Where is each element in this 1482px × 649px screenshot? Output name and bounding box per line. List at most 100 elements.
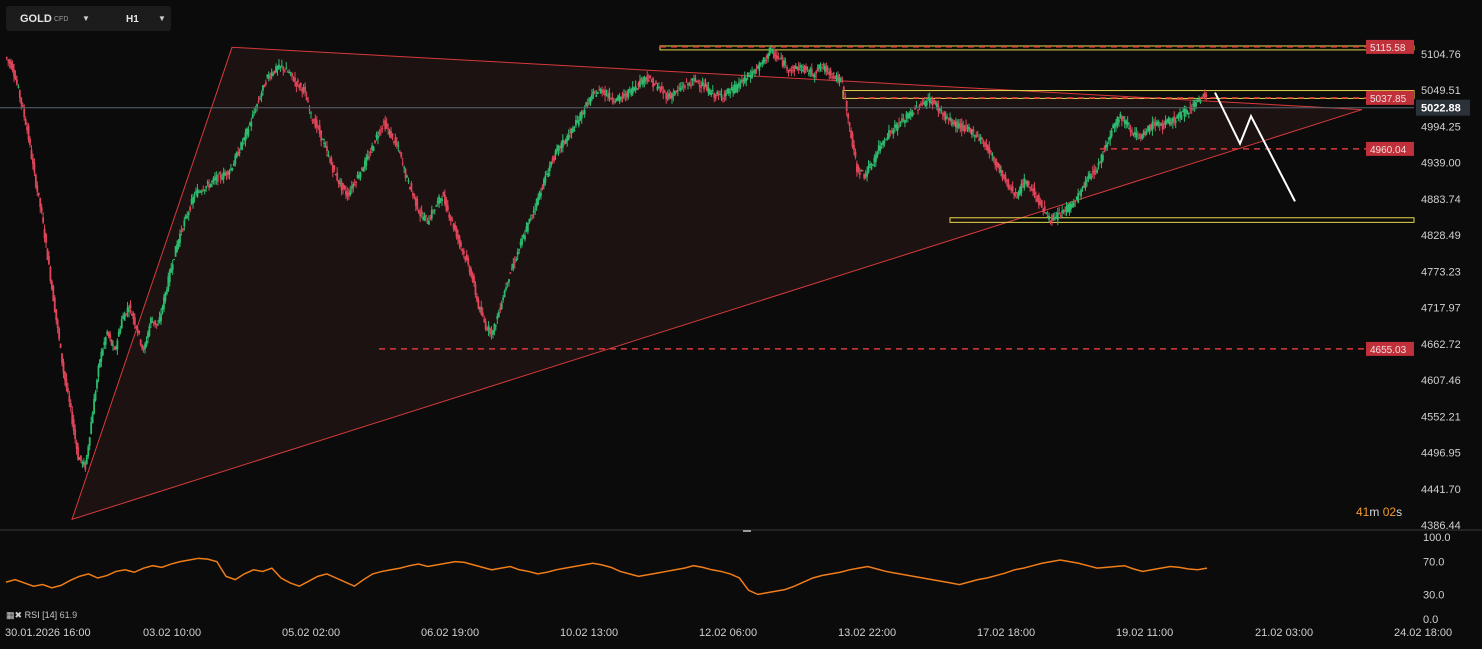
candle-body — [534, 208, 537, 210]
candle-body — [1099, 161, 1101, 163]
price-tick-label: 4717.97 — [1421, 303, 1461, 315]
candle-body — [508, 279, 510, 282]
candle-body — [439, 198, 442, 201]
candle-body — [662, 90, 665, 94]
candle-body — [556, 148, 558, 152]
candle-body — [176, 244, 178, 253]
candle-body — [238, 151, 241, 153]
timeframe-label[interactable]: H1 — [126, 14, 139, 25]
candle-body — [837, 74, 839, 81]
candle-body — [912, 113, 915, 115]
candle-body — [809, 68, 812, 73]
candle-body — [1161, 123, 1164, 130]
candle-body — [58, 328, 61, 340]
candle-body — [802, 66, 804, 68]
candle-body — [839, 78, 842, 80]
level-price-text: 5037.85 — [1370, 94, 1407, 105]
candle-body — [893, 125, 896, 128]
candle-body — [896, 124, 899, 131]
candle-body — [704, 84, 707, 88]
candle-body — [473, 276, 475, 284]
candle-body — [1122, 116, 1125, 119]
symbol-tag: CFD — [54, 16, 69, 23]
candle-body — [107, 332, 110, 336]
candle-body — [1183, 108, 1186, 117]
candle-body — [653, 84, 656, 86]
candle-body — [609, 98, 612, 100]
candle-body — [471, 274, 474, 281]
candle-body — [643, 76, 646, 82]
candle-body — [850, 130, 852, 139]
candle-body — [880, 143, 883, 145]
candle-body — [374, 140, 376, 143]
candle-body — [345, 190, 347, 195]
candle-body — [541, 186, 544, 190]
candle-body — [1067, 204, 1069, 213]
candle-body — [228, 171, 231, 175]
candle-body — [1131, 131, 1133, 133]
candle-body — [532, 210, 535, 213]
candle-body — [486, 328, 489, 331]
candle-body — [687, 83, 689, 86]
candle-body — [329, 159, 331, 161]
candle-body — [455, 227, 458, 238]
candle-body — [822, 64, 825, 66]
candle-body — [52, 285, 55, 302]
candle-body — [406, 175, 408, 177]
candle-body — [262, 85, 264, 91]
candle-body — [117, 331, 120, 337]
candle-body — [560, 143, 563, 148]
candle-body — [554, 150, 557, 156]
symbol-name[interactable]: GOLD — [20, 13, 52, 25]
candle-body — [430, 209, 433, 219]
candle-body — [312, 122, 315, 124]
caret-down-icon[interactable]: ▼ — [158, 14, 166, 23]
candle-body — [331, 165, 334, 173]
price-axis: 5104.76 5049.51 4994.25 4939.00 4883.74 4828.… — [1421, 49, 1461, 532]
candle-body — [61, 353, 63, 363]
candle-body — [984, 142, 986, 147]
candle-body — [91, 413, 94, 424]
candle-body — [104, 337, 107, 345]
candle-body — [305, 97, 308, 101]
symbol-selector[interactable]: GOLD CFD ▼ H1 ▼ — [6, 6, 171, 31]
price-tick-label: 4607.46 — [1421, 375, 1461, 387]
candle-body — [902, 118, 905, 122]
candle-body — [547, 173, 550, 178]
candle-body — [707, 87, 710, 93]
candle-body — [842, 86, 845, 91]
candle-body — [697, 80, 700, 82]
candle-body — [299, 82, 302, 87]
candle-body — [1176, 116, 1179, 119]
countdown-minutes: 41 — [1356, 505, 1370, 519]
caret-down-icon[interactable]: ▼ — [82, 14, 90, 23]
candle-body — [59, 343, 62, 348]
rsi-pane: 100.0 70.0 30.0 0.0 — [5, 532, 1451, 626]
candle-body — [847, 113, 850, 119]
candle-body — [979, 136, 982, 140]
candle-body — [502, 297, 505, 300]
candle-body — [82, 461, 85, 465]
time-tick-label: 19.02 11:00 — [1116, 627, 1173, 639]
candle-body — [403, 167, 406, 169]
candle-body — [280, 65, 283, 67]
candle-body — [375, 134, 378, 138]
level-price-text: 5115.58 — [1370, 43, 1406, 54]
candle-body — [53, 297, 56, 313]
candle-body — [633, 87, 636, 91]
candle-body — [123, 314, 126, 321]
close-icon[interactable]: ✖ — [14, 610, 23, 620]
candle-body — [911, 110, 914, 117]
candle-body — [205, 186, 208, 189]
candle-body — [987, 144, 989, 152]
candle-body — [1154, 122, 1157, 127]
candle-body — [742, 80, 745, 82]
candle-body — [1029, 187, 1032, 189]
candle-body — [844, 95, 847, 100]
candle-body — [1196, 100, 1199, 102]
grid-icon[interactable]: ▦ — [6, 610, 15, 620]
candle-body — [1059, 215, 1062, 217]
candle-body — [187, 212, 190, 216]
candle-body — [1016, 196, 1018, 198]
